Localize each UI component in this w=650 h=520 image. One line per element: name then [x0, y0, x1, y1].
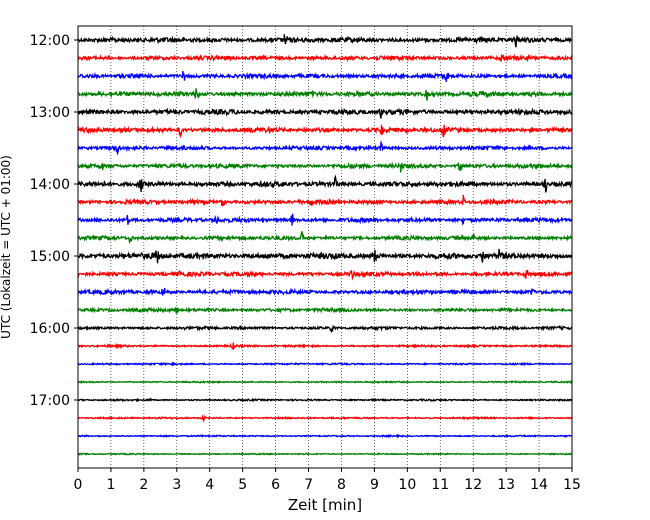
plot-frame [77, 25, 573, 469]
trace-1215 [77, 53, 573, 63]
x-axis-ticks: 0 1 2 3 4 5 6 7 8 9 10 11 12 13 14 15 [74, 468, 581, 493]
x-tick-label: 6 [271, 477, 280, 493]
x-axis-label: Zeit [min] [288, 496, 362, 514]
x-tick-label: 1 [106, 477, 115, 493]
trace-1500 [77, 248, 573, 264]
trace-1545 [77, 306, 573, 314]
trace-1400 [77, 174, 573, 193]
trace-1615 [77, 342, 573, 351]
seismic-traces [77, 34, 573, 456]
trace-1315 [77, 124, 573, 139]
y-tick-label: 17:00 [30, 393, 70, 409]
y-tick-label: 14:00 [30, 177, 70, 193]
trace-1330 [77, 141, 573, 156]
y-axis-label: UTC (Lokalzeit = UTC + 01:00) [0, 155, 13, 339]
x-tick-label: 13 [497, 477, 515, 493]
x-tick-label: 8 [337, 477, 346, 493]
trace-1630 [77, 361, 573, 367]
trace-1645 [77, 379, 573, 385]
x-tick-label: 2 [139, 477, 148, 493]
x-tick-label: 5 [238, 477, 247, 493]
y-tick-label: 16:00 [30, 321, 70, 337]
y-axis-ticks: 12:00 13:00 14:00 15:00 16:00 17:00 [30, 33, 78, 409]
trace-1430 [77, 213, 573, 226]
trace-1600 [77, 324, 573, 334]
x-tick-label: 15 [563, 477, 581, 493]
x-tick-label: 9 [370, 477, 379, 493]
x-tick-label: 11 [431, 477, 449, 493]
trace-1300 [77, 107, 573, 119]
trace-1200 [77, 34, 573, 48]
x-tick-label: 10 [398, 477, 416, 493]
x-tick-label: 4 [205, 477, 214, 493]
trace-1745 [77, 452, 573, 456]
x-tick-label: 3 [172, 477, 181, 493]
y-tick-label: 12:00 [30, 33, 70, 49]
trace-1345 [77, 161, 573, 173]
y-tick-label: 15:00 [30, 249, 70, 265]
x-tick-label: 12 [464, 477, 482, 493]
trace-1415 [77, 194, 573, 207]
trace-1230 [77, 70, 573, 82]
trace-1715 [77, 414, 573, 423]
trace-1245 [77, 88, 573, 101]
trace-1530 [77, 287, 573, 297]
x-tick-label: 7 [304, 477, 313, 493]
trace-1445 [77, 231, 573, 245]
y-tick-label: 13:00 [30, 105, 70, 121]
trace-1515 [77, 269, 573, 281]
trace-1730 [77, 433, 573, 439]
x-tick-label: 0 [74, 477, 83, 493]
trace-1700 [77, 397, 573, 403]
x-tick-label: 14 [530, 477, 548, 493]
